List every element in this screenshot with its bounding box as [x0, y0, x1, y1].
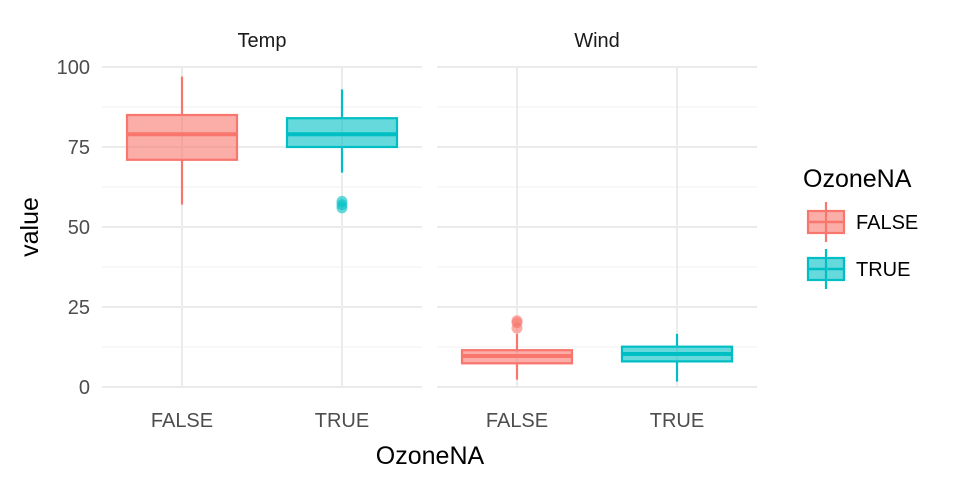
box-body [125, 113, 239, 161]
y-tick-label: 25 [68, 297, 90, 319]
legend-title: OzoneNA [803, 165, 912, 193]
y-tick-label: 0 [79, 377, 90, 399]
outlier-point [336, 195, 348, 207]
legend-label: TRUE [856, 259, 910, 281]
facet-label-wind: Wind [574, 30, 620, 52]
legend-item-false: FALSE [806, 202, 918, 242]
x-tick-label: FALSE [151, 410, 213, 432]
x-tick-label: TRUE [650, 410, 704, 432]
x-tick-label: FALSE [486, 410, 548, 432]
y-tick-label: 50 [68, 217, 90, 239]
box-wind-true [620, 333, 734, 382]
x-tick-label: TRUE [315, 410, 369, 432]
x-axis-title: OzoneNA [376, 442, 485, 470]
legend-label: FALSE [856, 212, 918, 234]
y-axis-title: value [16, 197, 44, 257]
box-temp-false [125, 76, 239, 205]
y-tick-label: 100 [57, 57, 90, 79]
legend-item-true: TRUE [806, 249, 910, 289]
facet-label-temp: Temp [238, 30, 287, 52]
box-temp-true [285, 89, 399, 214]
y-tick-label: 75 [68, 137, 90, 159]
box-wind-false [460, 315, 574, 380]
outlier-point [511, 315, 523, 327]
